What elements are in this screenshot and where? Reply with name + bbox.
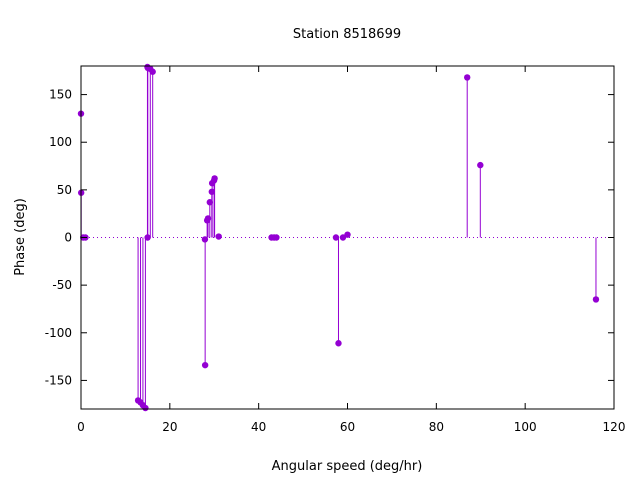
data-point bbox=[211, 175, 218, 182]
x-tick-label: 20 bbox=[162, 420, 177, 434]
data-point bbox=[201, 361, 209, 369]
data-point bbox=[149, 68, 156, 75]
x-tick-label: 60 bbox=[340, 420, 355, 434]
y-tick-label: 100 bbox=[49, 135, 72, 149]
data-point bbox=[142, 404, 149, 412]
data-point bbox=[344, 231, 351, 238]
data-point bbox=[477, 161, 484, 169]
x-tick-label: 0 bbox=[77, 420, 85, 434]
y-tick-label: -150 bbox=[45, 373, 72, 387]
y-tick-label: -100 bbox=[45, 326, 72, 340]
x-tick-label: 80 bbox=[429, 420, 444, 434]
data-point bbox=[335, 340, 342, 347]
y-tick-label: -50 bbox=[52, 278, 72, 292]
data-point bbox=[215, 233, 222, 240]
data-point bbox=[592, 296, 600, 303]
x-tick-label: 120 bbox=[603, 420, 626, 434]
data-point bbox=[332, 234, 340, 241]
plot-area bbox=[77, 63, 614, 412]
data-point bbox=[273, 234, 280, 241]
y-tick-label: 0 bbox=[64, 231, 72, 245]
x-axis-label: Angular speed (deg/hr) bbox=[272, 459, 423, 474]
y-axis-label: Phase (deg) bbox=[13, 198, 28, 276]
x-tick-label: 100 bbox=[514, 420, 537, 434]
chart-title: Station 8518699 bbox=[293, 27, 401, 42]
x-tick-label: 40 bbox=[251, 420, 266, 434]
axis-ticks: 0 20 40 60 80 100 120 -150 -100 -50 0 50 100 150 bbox=[45, 66, 626, 434]
data-point bbox=[464, 74, 471, 81]
y-tick-label: 150 bbox=[49, 88, 72, 102]
y-tick-label: 50 bbox=[57, 183, 72, 197]
